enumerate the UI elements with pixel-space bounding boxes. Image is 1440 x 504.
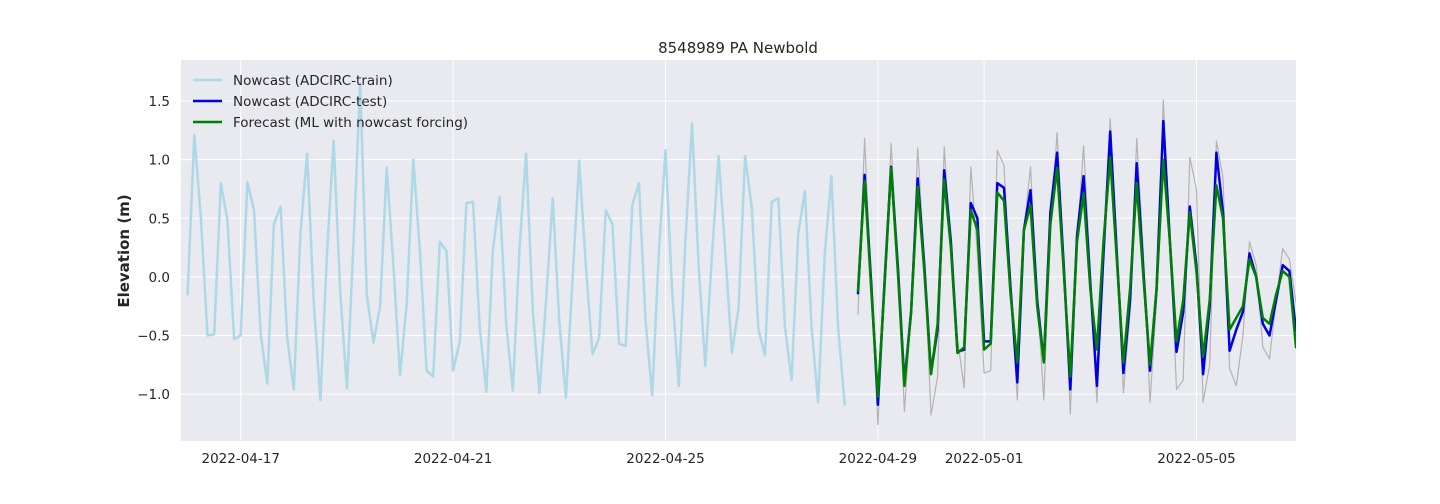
x-tick-label: 2022-04-21 (414, 451, 492, 467)
x-tick-label: 2022-04-17 (201, 451, 279, 467)
x-tick-label: 2022-04-25 (626, 451, 704, 467)
legend-label: Nowcast (ADCIRC-test) (233, 94, 387, 110)
legend-label: Nowcast (ADCIRC-train) (233, 73, 393, 89)
x-tick-label: 2022-04-29 (839, 451, 917, 467)
chart-title: 8548989 PA Newbold (658, 39, 818, 57)
legend-label: Forecast (ML with nowcast forcing) (233, 115, 468, 131)
tick-labels: 2022-04-17 2022-04-21 2022-04-25 2022-04-29… (137, 94, 1235, 467)
y-tick-label: 0.0 (149, 270, 170, 286)
y-tick-label: 0.5 (149, 211, 170, 227)
series-line-nowcast-adcirc-train (186, 82, 846, 406)
y-axis-label: Elevation (m) (115, 194, 133, 307)
series-line-forecast-ml-with-nowcast-forcing (856, 156, 1296, 398)
legend: Nowcast (ADCIRC-train) Nowcast (ADCIRC-te… (193, 73, 468, 131)
y-tick-label: 1.5 (149, 94, 170, 110)
y-tick-label: 1.0 (149, 153, 170, 169)
y-tick-label: −0.5 (137, 328, 170, 344)
y-tick-label: −1.0 (137, 387, 170, 403)
series-layer (186, 82, 1296, 426)
x-tick-label: 2022-05-05 (1157, 451, 1235, 467)
x-tick-label: 2022-05-01 (945, 451, 1023, 467)
